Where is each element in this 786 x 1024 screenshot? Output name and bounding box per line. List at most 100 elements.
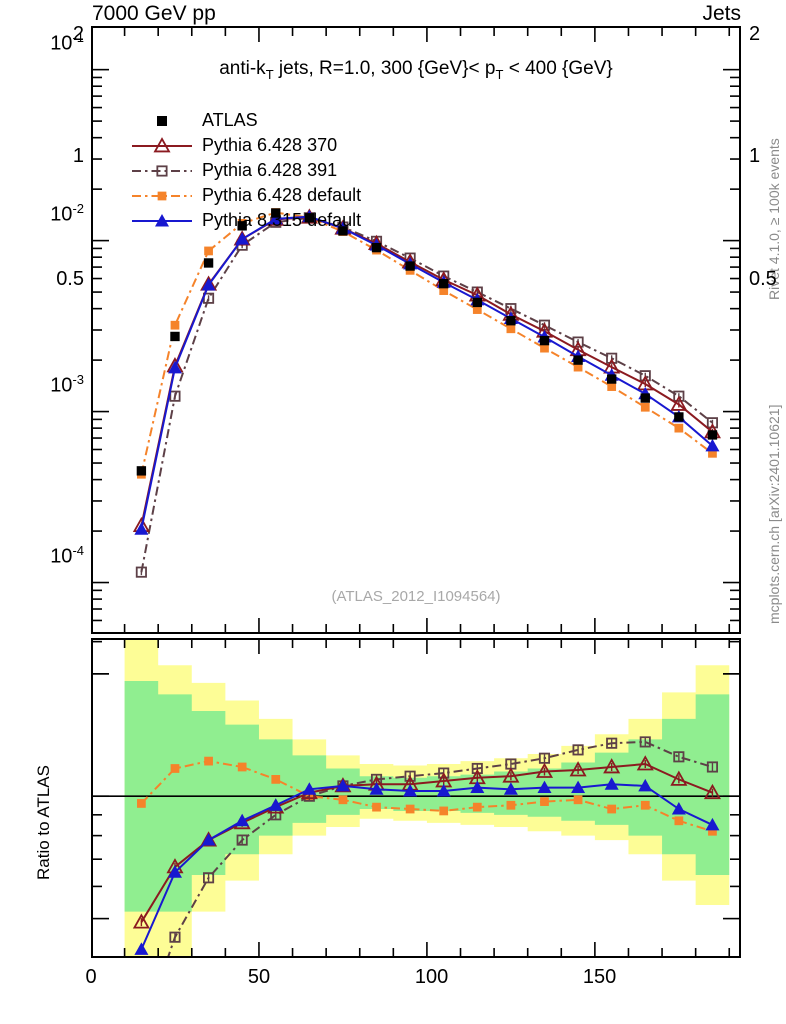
marker-open-square xyxy=(673,751,685,763)
marker-open-triangle xyxy=(502,767,520,783)
marker-filled-square xyxy=(157,191,167,200)
y-tick-label-ratio-right: 2 xyxy=(749,22,761,45)
marker-filled-triangle xyxy=(302,782,317,795)
header-left-label: 7000 GeV pp xyxy=(92,2,216,25)
marker-filled-triangle xyxy=(604,777,619,790)
x-tick-label: 0 xyxy=(85,966,97,988)
marker-filled-triangle xyxy=(268,211,283,225)
marker-open-square xyxy=(639,370,651,382)
series-values xyxy=(137,208,717,479)
legend-key-open-triangle-icon xyxy=(132,134,192,158)
marker-filled-square xyxy=(472,297,482,308)
x-tick-label: 50 xyxy=(247,966,271,988)
marker-open-square xyxy=(471,762,483,775)
marker-filled-square xyxy=(157,115,167,126)
y-tick-label-main: 10-2 xyxy=(50,200,84,226)
marker-filled-square xyxy=(606,374,617,384)
ratio-axis-title: Ratio to ATLAS xyxy=(34,765,53,880)
marker-filled-triangle xyxy=(134,942,149,955)
marker-filled-square xyxy=(573,362,583,372)
marker-filled-square xyxy=(674,816,684,826)
marker-filled-triangle xyxy=(503,782,518,795)
marker-filled-square xyxy=(439,286,449,295)
marker-open-square xyxy=(606,737,618,749)
marker-open-triangle xyxy=(703,783,721,800)
marker-filled-square xyxy=(371,242,382,253)
marker-filled-square xyxy=(573,795,583,805)
series-line xyxy=(140,760,713,833)
marker-open-triangle xyxy=(153,136,171,152)
marker-filled-triangle xyxy=(155,213,169,226)
series-line xyxy=(140,216,714,573)
series-ratio xyxy=(134,777,720,955)
marker-open-square xyxy=(169,390,181,402)
series-values xyxy=(132,208,721,533)
marker-filled-square xyxy=(405,261,415,271)
marker-filled-square xyxy=(674,423,684,433)
legend-label: ATLAS xyxy=(202,110,258,130)
marker-filled-triangle xyxy=(705,817,720,831)
legend-item-3[interactable]: Pythia 6.428 default xyxy=(132,183,361,208)
marker-filled-triangle xyxy=(537,780,552,794)
marker-filled-square xyxy=(170,764,180,773)
marker-filled-square xyxy=(271,775,281,784)
legend-item-0[interactable]: ATLAS xyxy=(132,108,361,133)
legend-item-1[interactable]: Pythia 6.428 370 xyxy=(132,133,361,158)
marker-filled-square xyxy=(204,246,213,256)
marker-filled-square xyxy=(708,448,717,458)
marker-filled-square xyxy=(506,800,516,810)
marker-filled-triangle xyxy=(167,360,182,374)
marker-filled-triangle xyxy=(235,813,250,827)
series-values xyxy=(134,209,720,535)
marker-filled-triangle xyxy=(235,232,250,245)
legend-label: Pythia 8.315 default xyxy=(202,210,362,230)
y-tick-label-ratio-right: 0.5 xyxy=(749,267,777,290)
marker-filled-square xyxy=(136,466,147,476)
marker-filled-square xyxy=(304,213,315,223)
marker-filled-square xyxy=(540,343,549,353)
title-prefix: anti-k xyxy=(219,58,266,79)
legend-label: Pythia 6.428 391 xyxy=(202,160,338,180)
legend-label: Pythia 6.428 default xyxy=(202,185,362,205)
marker-open-triangle xyxy=(636,755,654,771)
marker-filled-square xyxy=(540,797,549,806)
marker-filled-square xyxy=(204,756,213,766)
title-mid: jets, R=1.0, 300 {GeV}< p xyxy=(273,58,496,79)
analysis-id-watermark: (ATLAS_2012_I1094564) xyxy=(331,588,501,605)
marker-filled-triangle xyxy=(403,783,418,797)
ratio-plot-canvas xyxy=(93,640,739,956)
marker-filled-square xyxy=(539,335,550,346)
y-tick-label-ratio-left: 2 xyxy=(72,22,84,45)
marker-open-square xyxy=(673,390,685,402)
marker-filled-triangle xyxy=(134,522,149,535)
main-plot-panel xyxy=(91,26,741,634)
marker-open-square xyxy=(639,736,651,748)
marker-filled-square xyxy=(271,208,281,218)
legend-key-filled-square-icon xyxy=(132,184,192,208)
marker-filled-triangle xyxy=(470,780,485,794)
main-plot-canvas xyxy=(93,28,739,632)
marker-open-square xyxy=(606,352,618,364)
marker-filled-triangle xyxy=(335,778,350,792)
marker-filled-square xyxy=(607,804,617,814)
marker-open-square xyxy=(706,417,718,429)
y-tick-label-main: 10-1 xyxy=(50,29,84,55)
marker-filled-triangle xyxy=(201,277,216,291)
title-sub-pt: T xyxy=(495,66,504,82)
legend-item-4[interactable]: Pythia 8.315 default xyxy=(132,208,361,233)
marker-filled-square xyxy=(203,258,214,268)
title-suffix: < 400 {GeV} xyxy=(503,58,613,79)
marker-filled-square xyxy=(640,393,650,403)
legend-item-2[interactable]: Pythia 6.428 391 xyxy=(132,158,361,183)
x-tick-label: 150 xyxy=(582,966,617,988)
y-tick-label-main: 10-3 xyxy=(50,371,84,397)
marker-open-square xyxy=(156,164,168,177)
y-tick-label-main: 10-4 xyxy=(50,542,84,568)
y-tick-label-ratio-right: 1 xyxy=(749,145,761,168)
marker-filled-square xyxy=(573,355,583,365)
marker-open-square xyxy=(203,872,215,884)
marker-filled-triangle xyxy=(638,778,653,792)
title-sub-kt: T xyxy=(265,66,274,82)
marker-filled-square xyxy=(506,316,516,326)
marker-filled-triangle xyxy=(369,782,384,795)
